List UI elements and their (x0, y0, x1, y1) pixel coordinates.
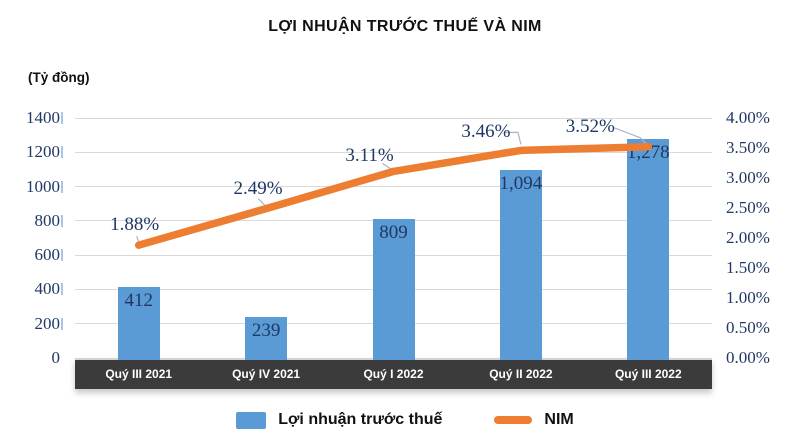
left-tick-label: 1000 (26, 176, 60, 196)
right-tick-label: 4.00% (726, 108, 770, 127)
bar (245, 317, 288, 360)
nim-point-label: 3.11% (345, 145, 394, 167)
right-tick-label: 1.50% (726, 258, 770, 277)
chart-title: LỢI NHUẬN TRƯỚC THUẾ VÀ NIM (268, 18, 542, 35)
nim-point-label: 2.49% (233, 177, 283, 199)
left-axis-tick (61, 112, 63, 124)
right-tick-label: 3.00% (726, 168, 770, 187)
left-tick-label: 800 (34, 210, 61, 230)
legend-item-nim: NIM (494, 411, 574, 429)
bar-value-label: 1,278 (626, 141, 670, 163)
bar-value-label: 809 (379, 222, 408, 244)
left-axis-tick (61, 317, 63, 330)
left-tick-label: 600 (34, 245, 61, 265)
category-label: Quý III 2022 (614, 367, 682, 381)
left-axis-tick (61, 180, 63, 193)
left-tick-label: 400 (34, 279, 61, 299)
left-axis-tick (61, 146, 63, 159)
left-tick-label: 200 (34, 313, 61, 333)
bar (499, 170, 542, 360)
category-label: Quý III 2021 (105, 367, 173, 381)
legend-item-profit: Lợi nhuận trước thuế (236, 411, 442, 429)
right-tick-label: 1.00% (726, 288, 770, 307)
right-tick-label: 2.00% (726, 228, 770, 247)
category-label: Quý I 2022 (363, 367, 424, 381)
left-axis-tick (61, 214, 63, 227)
nim-point-label: 1.88% (110, 214, 160, 236)
left-tick-label: 0 (51, 348, 61, 367)
category-label: Quý IV 2021 (232, 367, 301, 381)
nim-line-legend-swatch (494, 416, 533, 424)
bar-value-label: 412 (124, 290, 153, 312)
bar-value-label: 1,094 (499, 173, 543, 195)
nim-point-label: 3.52% (565, 115, 615, 137)
bar (627, 138, 670, 360)
nim-point-label: 3.46% (461, 121, 511, 143)
left-axis-tick (61, 283, 63, 296)
gridline (75, 186, 712, 188)
gridline (75, 117, 712, 119)
leader-line (257, 198, 266, 207)
bar-value-label: 239 (251, 320, 281, 342)
right-tick-label: 0.50% (726, 318, 770, 337)
left-axis-tick (61, 249, 63, 262)
left-tick-label: 1400 (26, 108, 60, 127)
right-tick-label: 2.50% (726, 198, 770, 217)
legend-label-nim: NIM (544, 411, 574, 428)
legend-label-profit: Lợi nhuận trước thuế (278, 411, 443, 428)
leader-line (136, 236, 140, 243)
left-tick-label: 1200 (26, 142, 60, 162)
right-tick-label: 3.50% (726, 138, 770, 157)
left-axis-title: (Tỷ đồng) (28, 70, 90, 85)
bar-legend-swatch (236, 411, 267, 429)
bar (117, 287, 160, 360)
category-label: Quý II 2022 (489, 367, 553, 381)
right-tick-label: 0.00% (726, 348, 770, 367)
legend: Lợi nhuận trước thuế NIM (0, 403, 810, 437)
